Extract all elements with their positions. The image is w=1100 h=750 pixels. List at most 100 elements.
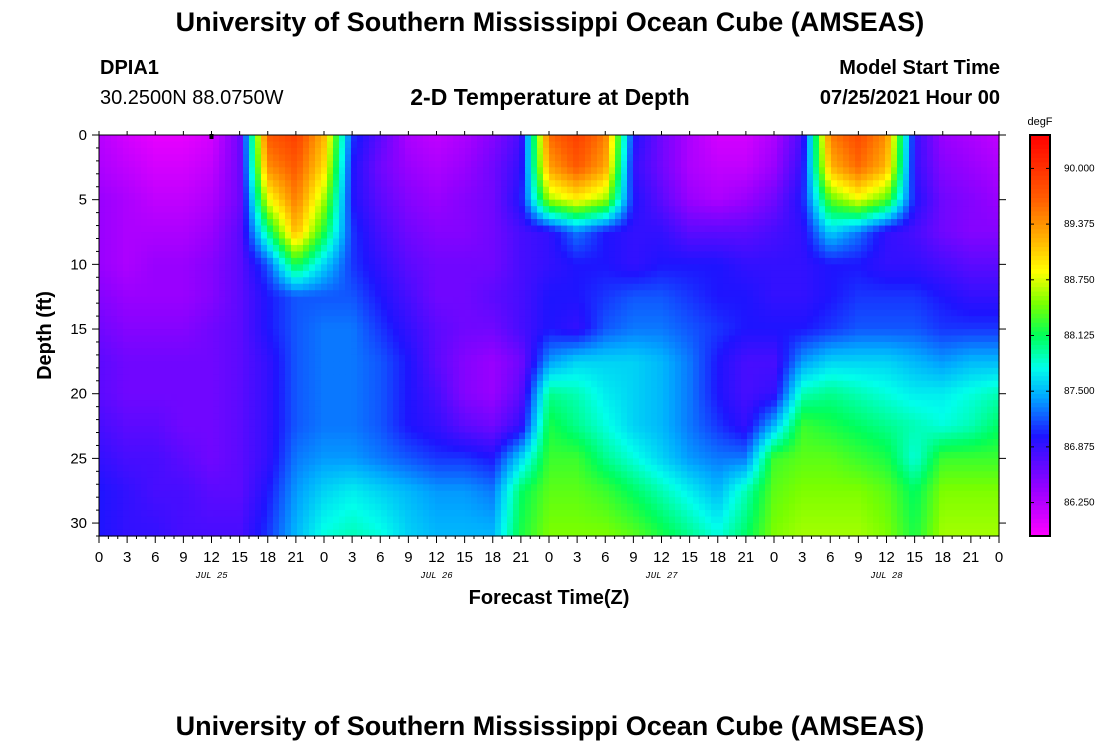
heatmap-cell bbox=[279, 199, 286, 207]
heatmap-cell bbox=[447, 238, 454, 246]
heatmap-cell bbox=[639, 283, 646, 291]
heatmap-cell bbox=[105, 141, 112, 149]
heatmap-cell bbox=[459, 270, 466, 278]
heatmap-cell bbox=[213, 173, 220, 181]
heatmap-cell bbox=[615, 309, 622, 317]
heatmap-cell bbox=[225, 322, 232, 330]
heatmap-cell bbox=[711, 199, 718, 207]
heatmap-cell bbox=[213, 296, 220, 304]
heatmap-cell bbox=[891, 335, 898, 343]
heatmap-cell bbox=[219, 329, 226, 337]
heatmap-cell bbox=[849, 219, 856, 227]
heatmap-cell bbox=[513, 251, 520, 259]
heatmap-cell bbox=[843, 206, 850, 214]
heatmap-cell bbox=[561, 193, 568, 201]
heatmap-cell bbox=[807, 167, 814, 175]
heatmap-cell bbox=[651, 264, 658, 272]
heatmap-cell bbox=[471, 283, 478, 291]
heatmap-cell bbox=[735, 219, 742, 227]
heatmap-cell bbox=[537, 135, 544, 143]
heatmap-cell bbox=[789, 141, 796, 149]
heatmap-cell bbox=[297, 309, 304, 317]
heatmap-cell bbox=[159, 232, 166, 240]
heatmap-cell bbox=[495, 199, 502, 207]
heatmap-cell bbox=[837, 335, 844, 343]
heatmap-cell bbox=[897, 141, 904, 149]
heatmap-cell bbox=[285, 270, 292, 278]
heatmap-cell bbox=[357, 225, 364, 233]
heatmap-cell bbox=[243, 244, 250, 253]
heatmap-cell bbox=[219, 167, 226, 175]
heatmap-cell bbox=[279, 180, 286, 188]
heatmap-cell bbox=[129, 296, 136, 304]
heatmap-cell bbox=[771, 251, 778, 259]
heatmap-cell bbox=[777, 167, 784, 175]
heatmap-cell bbox=[867, 232, 874, 240]
heatmap-cell bbox=[213, 329, 220, 337]
heatmap-cell bbox=[507, 232, 514, 240]
heatmap-cell bbox=[753, 186, 760, 194]
heatmap-cell bbox=[501, 212, 508, 220]
heatmap-cell bbox=[843, 238, 850, 246]
heatmap-cell bbox=[819, 309, 826, 317]
heatmap-cell bbox=[645, 167, 652, 175]
heatmap-cell bbox=[183, 154, 190, 162]
heatmap-cell bbox=[543, 206, 550, 214]
heatmap-cell bbox=[213, 264, 220, 272]
heatmap-cell bbox=[849, 341, 856, 350]
heatmap-cell bbox=[273, 296, 280, 304]
heatmap-cell bbox=[609, 283, 616, 291]
heatmap-cell bbox=[735, 244, 742, 253]
heatmap-cell bbox=[165, 167, 172, 175]
heatmap-cell bbox=[627, 193, 634, 201]
heatmap-cell bbox=[267, 180, 274, 188]
heatmap-cell bbox=[483, 322, 490, 330]
heatmap-cell bbox=[159, 206, 166, 214]
heatmap-cell bbox=[519, 212, 526, 220]
heatmap-cell bbox=[261, 257, 268, 265]
heatmap-cell bbox=[819, 167, 826, 175]
heatmap-cell bbox=[825, 219, 832, 227]
heatmap-cell bbox=[309, 193, 316, 201]
heatmap-cell bbox=[939, 212, 946, 220]
heatmap-cell bbox=[777, 290, 784, 298]
heatmap-cell bbox=[897, 206, 904, 214]
heatmap-cell bbox=[597, 212, 604, 220]
heatmap-cell bbox=[237, 160, 244, 168]
heatmap-cell bbox=[669, 135, 676, 143]
heatmap-cell bbox=[147, 206, 154, 214]
heatmap-cell bbox=[423, 238, 430, 246]
heatmap-cell bbox=[813, 257, 820, 265]
heatmap-cell bbox=[465, 283, 472, 291]
heatmap-cell bbox=[303, 270, 310, 278]
heatmap-cell bbox=[363, 329, 370, 337]
heatmap-cell bbox=[813, 296, 820, 304]
heatmap-cell bbox=[129, 206, 136, 214]
heatmap-cell bbox=[771, 160, 778, 168]
heatmap-cell bbox=[537, 238, 544, 246]
heatmap-cell bbox=[513, 283, 520, 291]
heatmap-cell bbox=[261, 341, 268, 350]
heatmap-cell bbox=[861, 212, 868, 220]
heatmap-cell bbox=[675, 283, 682, 291]
heatmap-cell bbox=[231, 135, 238, 143]
heatmap-cell bbox=[117, 277, 124, 285]
heatmap-cell bbox=[261, 225, 268, 233]
heatmap-cell bbox=[807, 335, 814, 343]
heatmap-cell bbox=[165, 225, 172, 233]
heatmap-cell bbox=[711, 160, 718, 168]
heatmap-cell bbox=[693, 309, 700, 317]
heatmap-cell bbox=[945, 296, 952, 304]
heatmap-cell bbox=[621, 309, 628, 317]
heatmap-cell bbox=[843, 180, 850, 188]
heatmap-cell bbox=[417, 206, 424, 214]
heatmap-cell bbox=[633, 309, 640, 317]
heatmap-cell bbox=[711, 296, 718, 304]
heatmap-cell bbox=[735, 232, 742, 240]
heatmap-cell bbox=[645, 316, 652, 324]
heatmap-cell bbox=[861, 180, 868, 188]
heatmap-cell bbox=[249, 199, 256, 207]
heatmap-cell bbox=[117, 303, 124, 311]
heatmap-cell bbox=[771, 199, 778, 207]
